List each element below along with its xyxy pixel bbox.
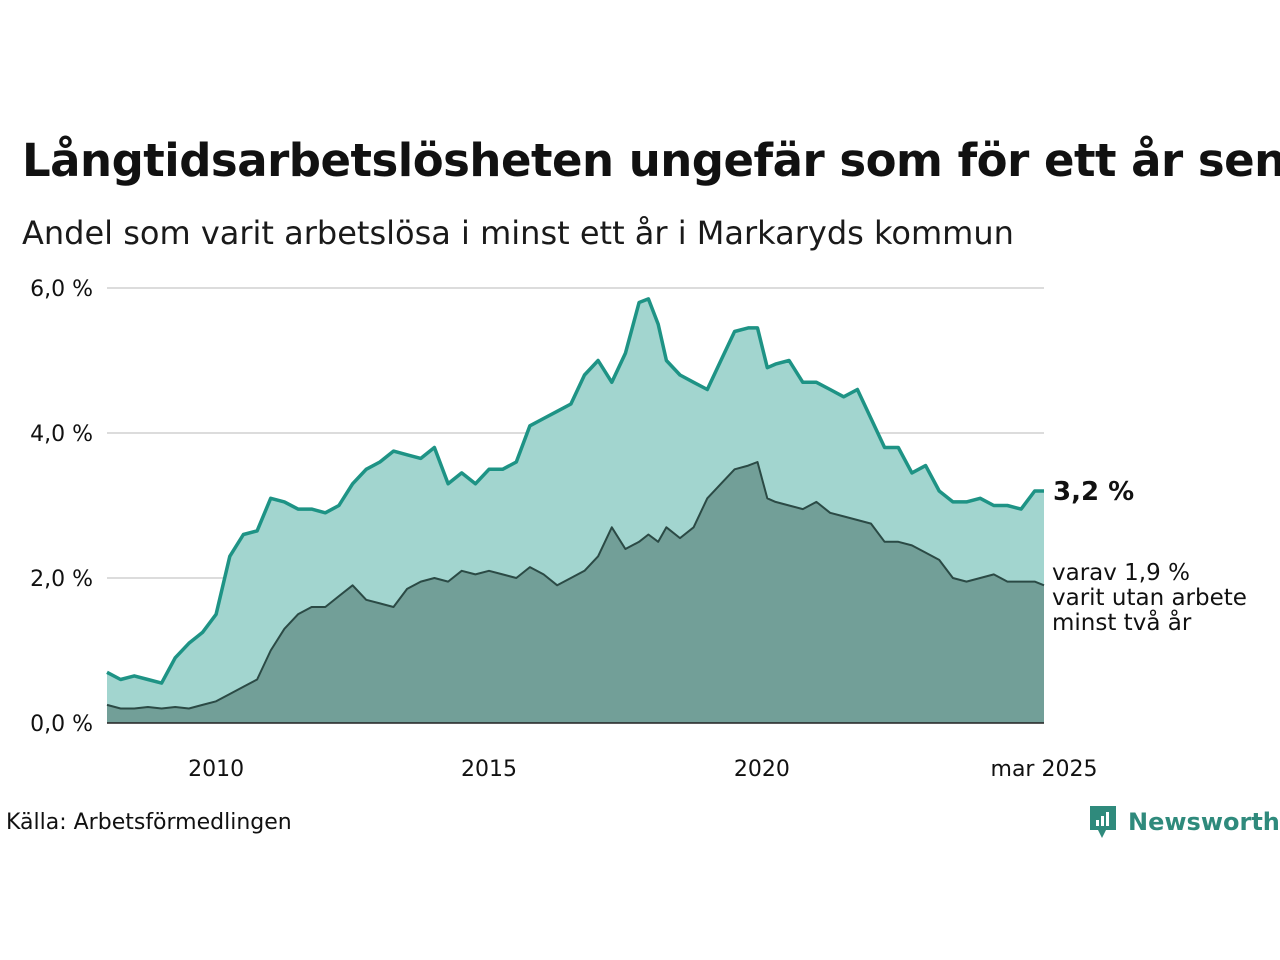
two-year-value-label: minst två år [1052,608,1192,636]
x-tick-label: mar 2025 [991,757,1098,782]
logo-text: Newsworthy [1128,808,1280,836]
line-total [106,297,1044,685]
area-two-years [107,462,1044,723]
label-layer: 0,0 % 2,0 % 4,0 % 6,0 % 2010 2015 2020 mar 2025… [30,277,1247,782]
y-tick-label: 0,0 % [30,712,93,737]
area-layer [106,297,1045,723]
newsworthy-logo-icon [1090,806,1116,838]
y-tick-label: 2,0 % [30,567,93,592]
two-year-value-label: varav 1,9 % [1052,560,1190,586]
line-two-years [106,461,1045,710]
x-tick-label: 2020 [734,757,790,782]
x-tick-label: 2010 [188,757,244,782]
newsworthy-logo[interactable]: Newsworthy [1088,804,1280,840]
x-tick-label: 2015 [461,757,517,782]
y-tick-label: 4,0 % [30,422,93,447]
chart-title: Långtidsarbetslösheten ungefär som för e… [22,134,1280,187]
area-chart: 0,0 % 2,0 % 4,0 % 6,0 % 2010 2015 2020 mar 2025… [30,277,1247,782]
y-tick-label: 6,0 % [30,277,93,302]
chart-subtitle: Andel som varit arbetslösa i minst ett å… [22,214,1014,252]
two-year-value-label: varit utan arbete [1052,585,1247,611]
end-value-label: 3,2 % [1053,477,1134,507]
source-note: Källa: Arbetsförmedlingen [6,810,292,835]
